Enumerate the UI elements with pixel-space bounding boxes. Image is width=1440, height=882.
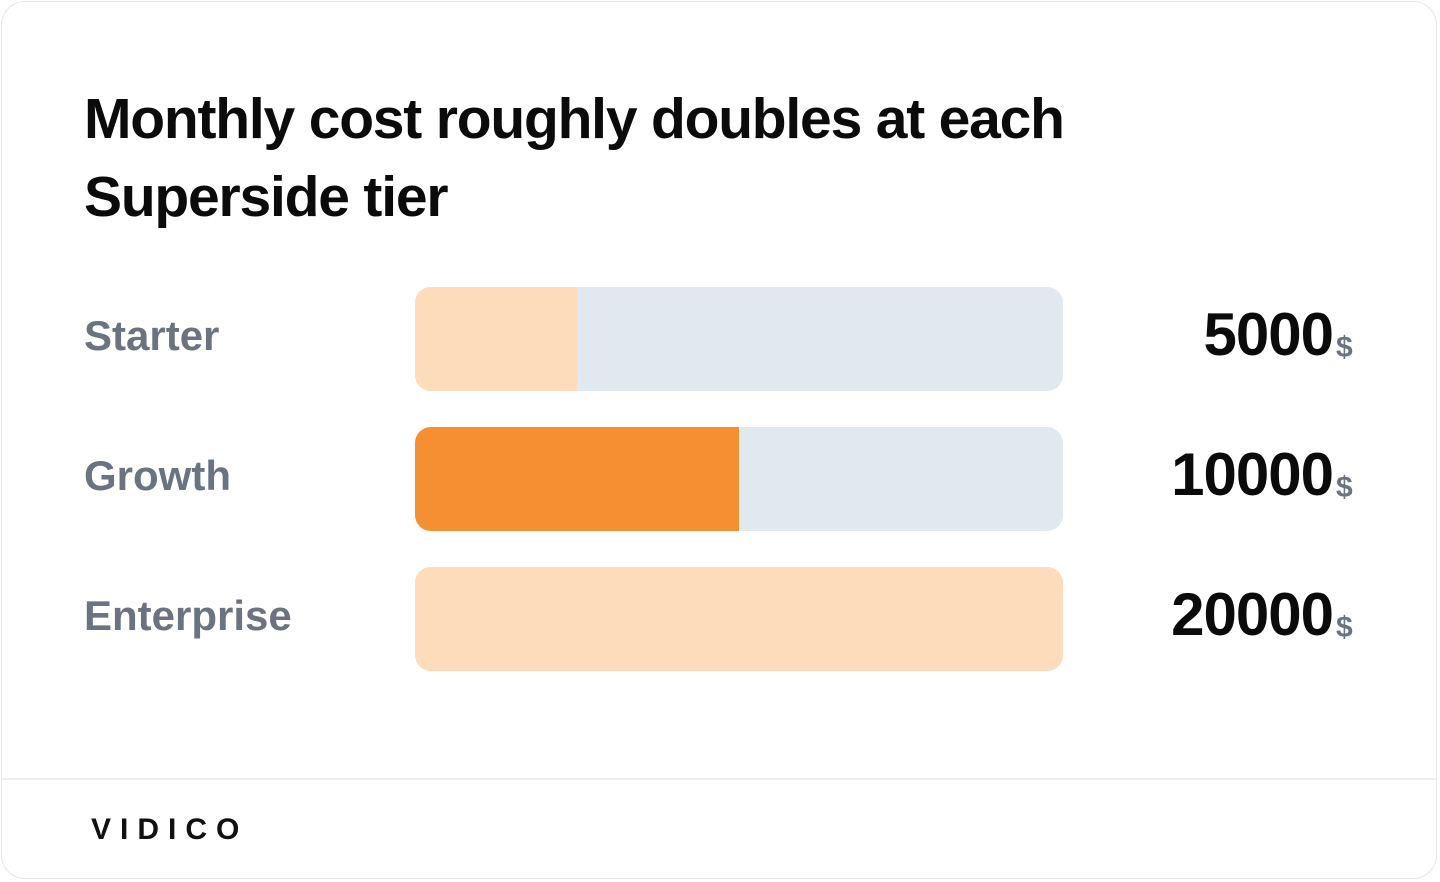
- value-label: 10000: [1171, 441, 1333, 508]
- bar: [415, 567, 1063, 671]
- value-unit: $: [1336, 331, 1353, 364]
- value-label: 20000: [1171, 581, 1333, 648]
- value-unit: $: [1336, 471, 1353, 504]
- value-unit: $: [1336, 611, 1353, 644]
- value-label: 5000: [1204, 301, 1333, 368]
- bar: [415, 427, 739, 531]
- category-label: Enterprise: [84, 592, 292, 639]
- category-label: Growth: [84, 452, 231, 499]
- bar: [415, 287, 577, 391]
- brand: VIDICO: [91, 813, 248, 846]
- chart-title: Monthly cost roughly doubles at each Sup…: [84, 87, 1065, 229]
- category-label: Starter: [84, 312, 219, 359]
